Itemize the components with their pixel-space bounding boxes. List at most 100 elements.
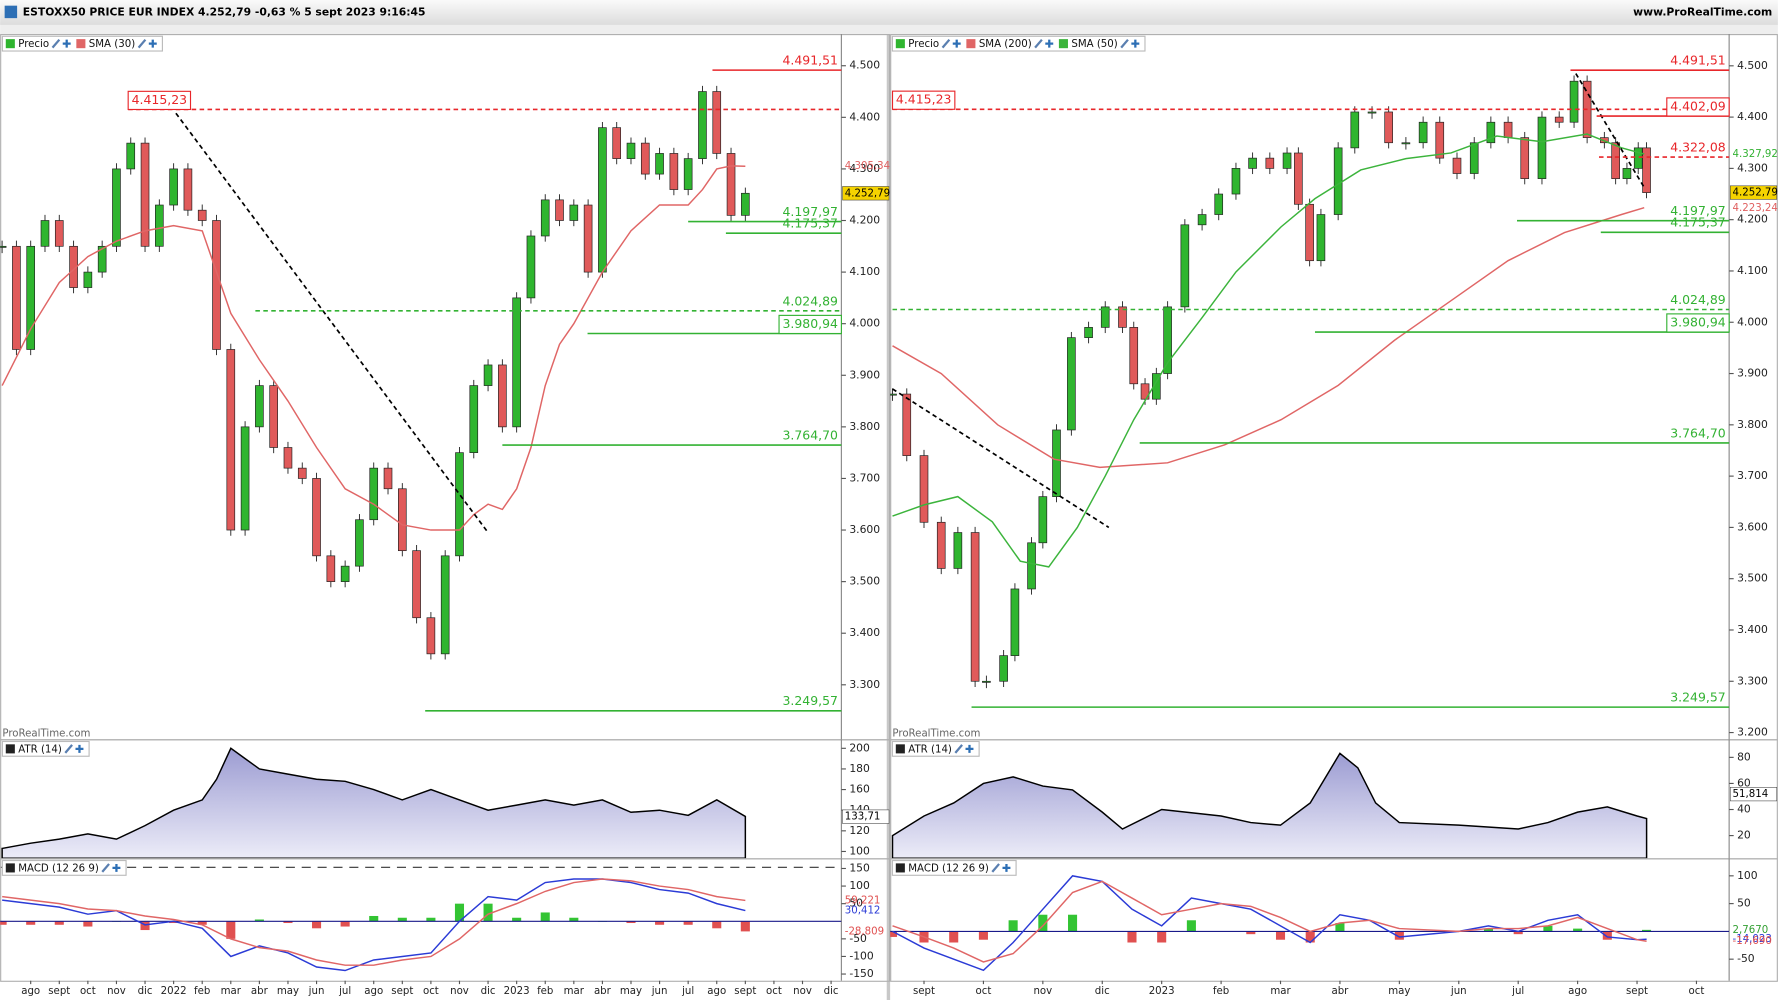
legend-label[interactable]: ATR (14) [908, 744, 952, 755]
candle [483, 364, 493, 386]
y-tick-label: 3.900 [849, 368, 880, 381]
x-tick-label: jul [1511, 986, 1524, 997]
candle [1642, 147, 1651, 193]
level-label: 3.764,70 [1670, 425, 1726, 440]
y-tick-label: 40 [1737, 803, 1751, 816]
x-tick-label: mar [564, 986, 585, 997]
legend: Precio SMA (30) [1, 35, 163, 52]
legend-label[interactable]: MACD (12 26 9) [18, 863, 99, 874]
candle [297, 467, 307, 479]
candle [698, 91, 707, 159]
candle [1384, 111, 1393, 144]
legend-label[interactable]: ATR (14) [18, 744, 62, 755]
candle [240, 426, 250, 531]
axis-marker-label: 51,814 [1733, 789, 1769, 800]
y-tick-label: 20 [1737, 829, 1751, 842]
x-tick-label: 2023 [504, 986, 530, 997]
y-tick-label: 4.200 [1737, 213, 1768, 226]
legend-settings-icon[interactable] [1034, 38, 1043, 49]
axis-marker-label: 4.252,79 [845, 188, 890, 199]
candle [1282, 152, 1292, 169]
histogram-bar [483, 903, 493, 922]
legend-label[interactable]: MACD (12 26 9) [908, 863, 989, 874]
y-tick-label: -50 [1737, 952, 1755, 965]
legend-add-icon[interactable] [75, 744, 84, 753]
y-tick-label: 120 [849, 824, 870, 837]
histogram-bar [312, 921, 322, 929]
legend-add-icon[interactable] [1002, 863, 1011, 872]
legend-add-icon[interactable] [1131, 39, 1140, 48]
y-tick-label: 3.500 [849, 575, 880, 588]
candle [1435, 121, 1445, 159]
y-tick-label: 100 [1737, 869, 1758, 882]
legend-settings-icon[interactable] [954, 744, 963, 754]
axis-marker-label: 30,412 [845, 906, 881, 917]
legend-label[interactable]: SMA (200) [979, 39, 1032, 50]
histogram-bar [740, 921, 750, 932]
candle [512, 297, 521, 428]
x-tick-label: jun [1450, 986, 1467, 997]
legend-settings-icon[interactable] [991, 863, 1000, 873]
candle [1520, 137, 1530, 179]
y-tick-label: 3.400 [1737, 623, 1768, 636]
legend-settings-icon[interactable] [137, 38, 147, 49]
candle [626, 142, 636, 159]
candle [526, 235, 536, 299]
plot-area [0, 878, 842, 972]
legend-label[interactable]: SMA (30) [89, 39, 135, 50]
candle [255, 385, 264, 428]
candle [999, 655, 1008, 682]
legend-add-icon[interactable] [965, 744, 974, 753]
legend-label[interactable]: SMA (50) [1071, 39, 1117, 50]
column-separator [886, 34, 891, 1000]
legend-label[interactable]: Precio [908, 39, 939, 50]
x-tick-label: feb [1213, 986, 1229, 997]
candle [726, 153, 736, 216]
axis-marker-label: 2,7670 [1733, 925, 1769, 936]
legend-settings-icon[interactable] [51, 38, 61, 49]
axis-marker-label: 4.223,24 [1733, 203, 1778, 214]
histogram-bar [1513, 931, 1523, 935]
x-tick-label: oct [423, 986, 439, 997]
axis-marker [842, 186, 890, 201]
axis-marker-label: -14,023 [1733, 934, 1772, 945]
level-label: 3.249,57 [782, 693, 838, 708]
legend-add-icon[interactable] [952, 39, 961, 48]
legend-add-icon[interactable] [1045, 39, 1054, 48]
x-tick-label: jul [338, 986, 351, 997]
x-tick-label: mar [1270, 986, 1291, 997]
histogram-bar [712, 921, 722, 929]
y-tick-label: 100 [849, 844, 870, 857]
axis-marker-label: 133,71 [845, 812, 881, 823]
candle [1214, 193, 1224, 215]
legend-label[interactable]: Precio [18, 39, 49, 50]
level-label: 3.249,57 [1670, 690, 1726, 705]
candle [226, 349, 236, 531]
y-tick-label: 3.200 [1737, 726, 1768, 739]
header-title: ESTOXX50 PRICE EUR INDEX 4.252,79 -0,63 … [23, 5, 426, 18]
candle [655, 153, 664, 175]
plot-area [890, 73, 1651, 689]
header-site[interactable]: www.ProRealTime.com [1633, 5, 1772, 18]
legend-settings-icon[interactable] [101, 863, 110, 873]
legend-settings-icon[interactable] [1120, 38, 1129, 49]
candle [155, 204, 164, 247]
candle [1294, 152, 1303, 205]
legend-add-icon[interactable] [62, 39, 71, 48]
macd-line [892, 880, 1647, 963]
legend-box [1, 859, 127, 876]
legend: MACD (12 26 9) [1, 859, 127, 876]
legend-add-icon[interactable] [148, 39, 157, 48]
legend-add-icon[interactable] [112, 863, 121, 872]
y-tick-label: -150 [849, 967, 874, 980]
level-label-box [891, 90, 956, 110]
app-icon[interactable] [4, 5, 18, 19]
legend-settings-icon[interactable] [64, 744, 73, 754]
x-tick-label: nov [107, 986, 126, 997]
histogram-bar [1186, 920, 1196, 932]
histogram-bar [1127, 931, 1137, 943]
x-tick-label: mar [221, 986, 242, 997]
legend-settings-icon[interactable] [941, 38, 951, 49]
toolbar-gap [0, 24, 1778, 35]
